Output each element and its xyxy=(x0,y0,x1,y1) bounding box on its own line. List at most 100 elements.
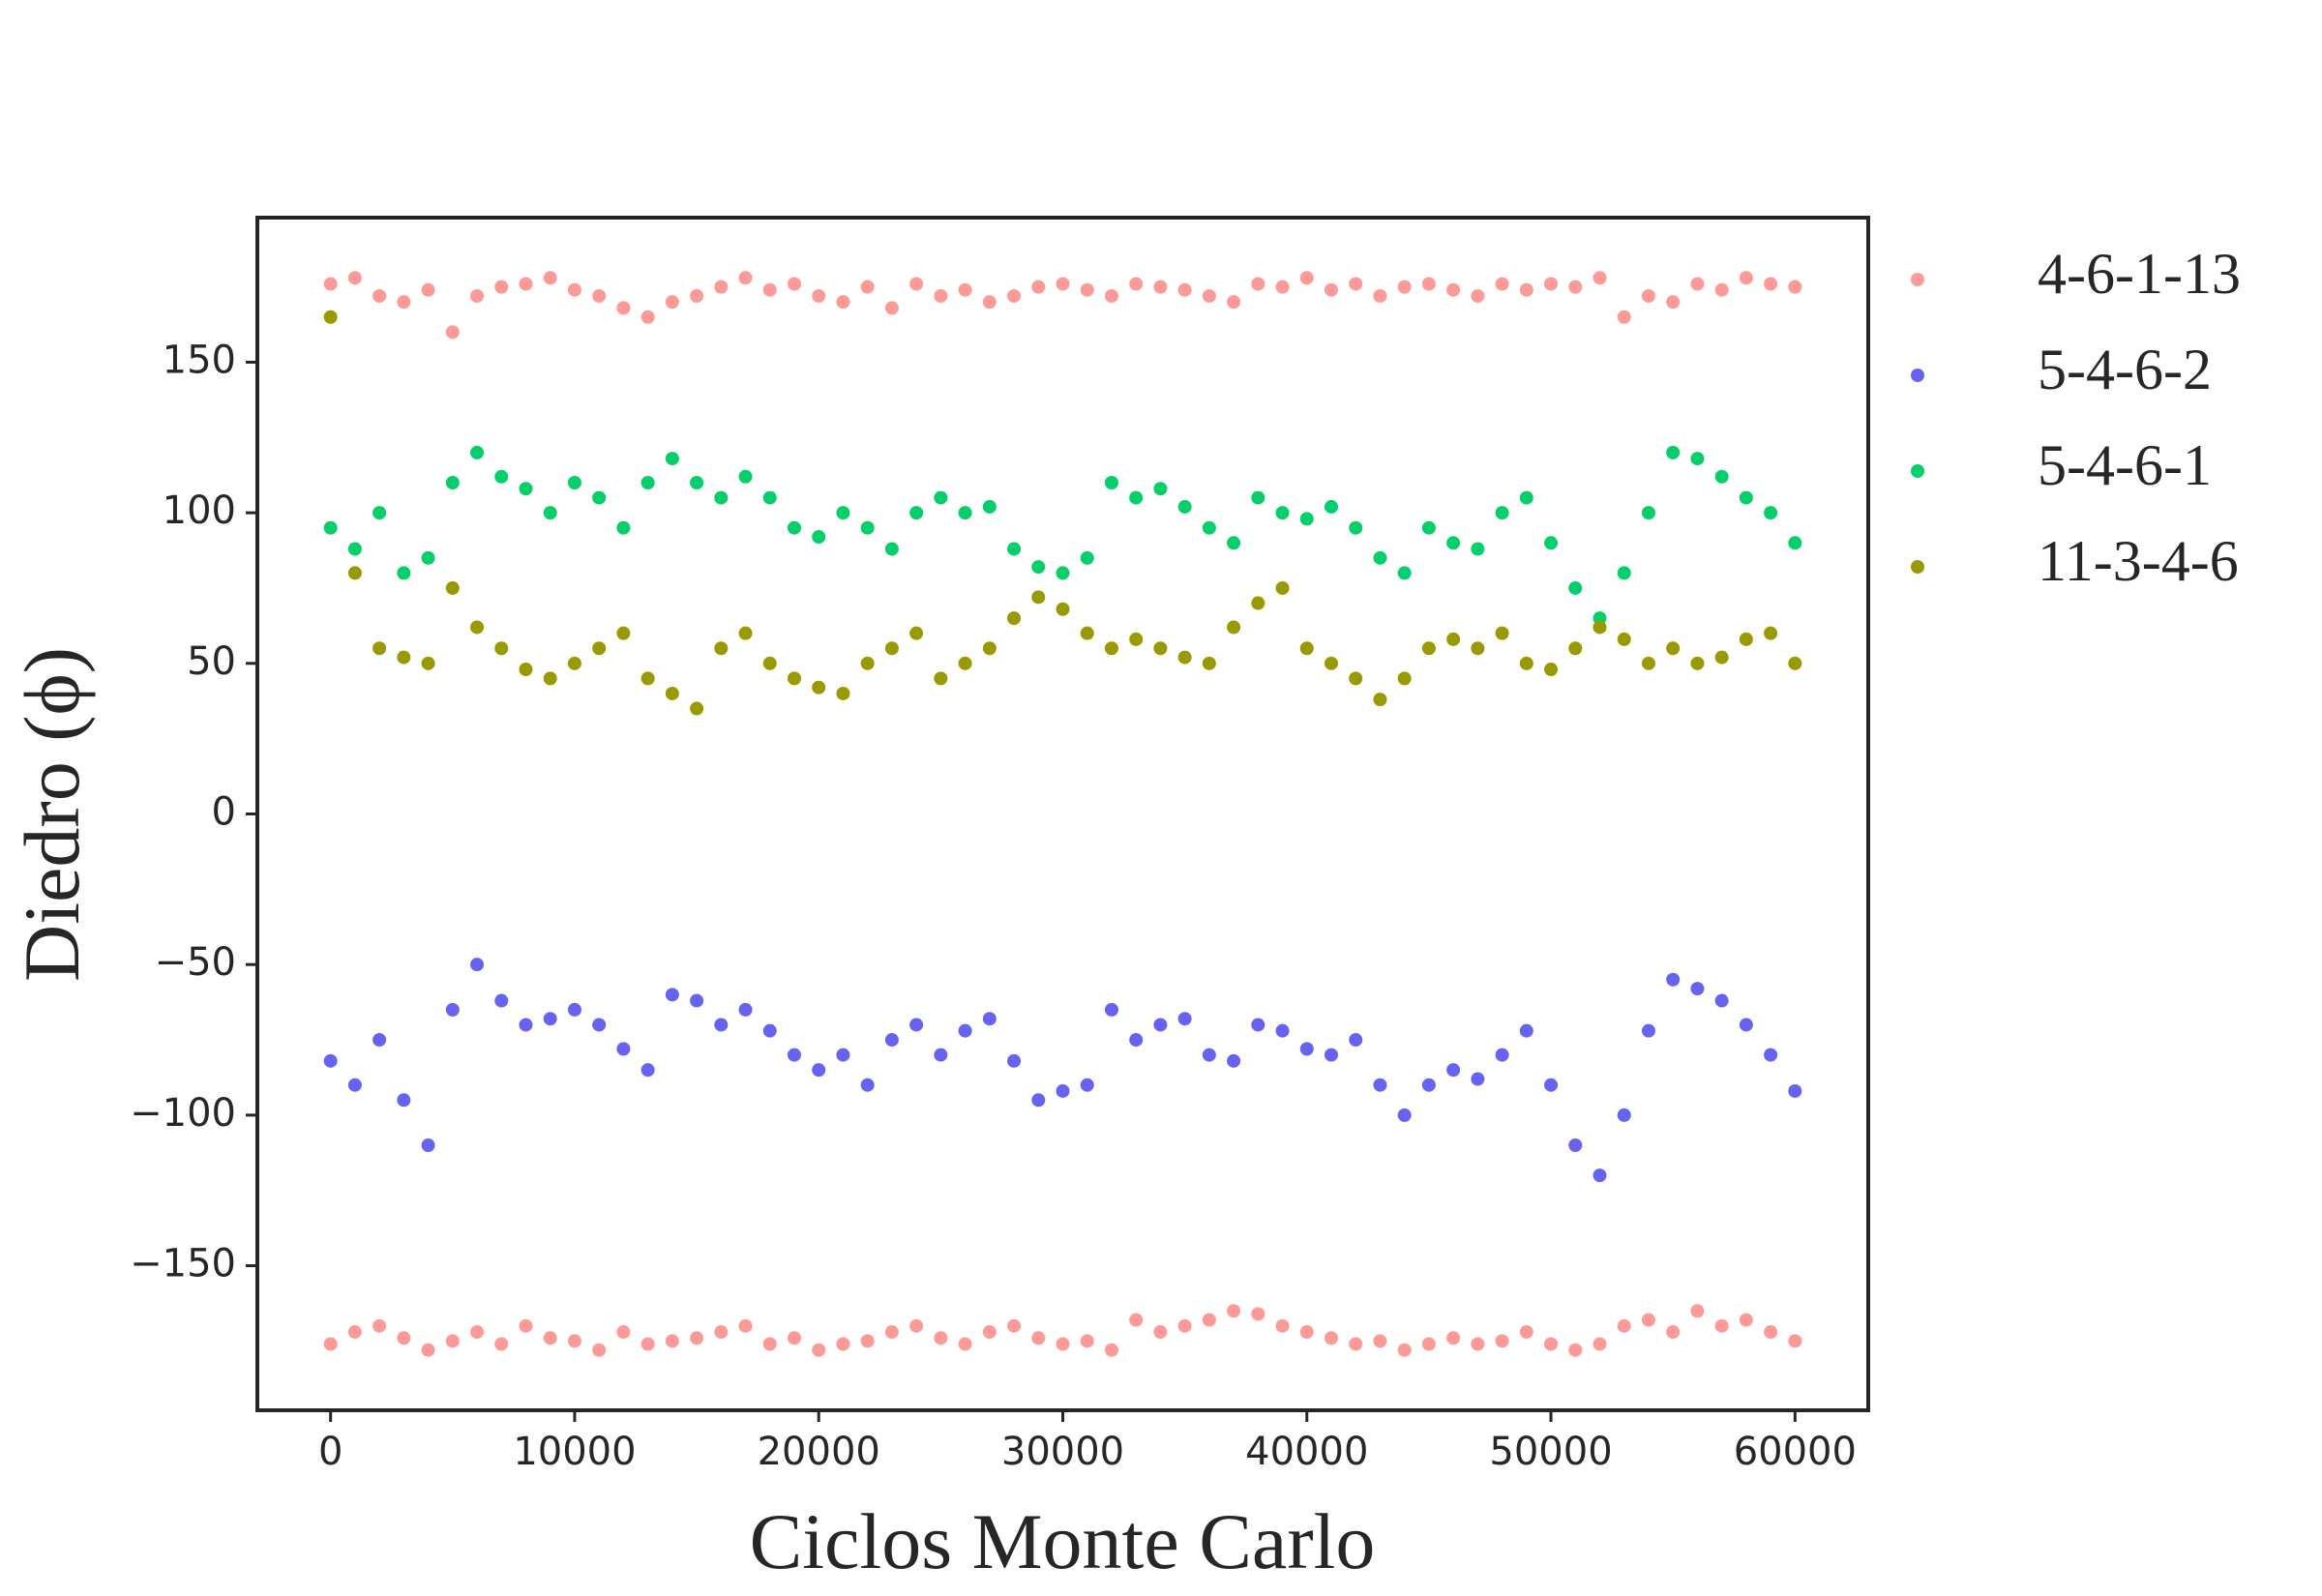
point xyxy=(958,282,972,297)
point xyxy=(738,626,753,640)
point xyxy=(1373,1078,1387,1092)
point xyxy=(519,1018,533,1032)
point xyxy=(543,671,557,686)
point xyxy=(714,641,729,656)
point xyxy=(1690,1304,1705,1318)
point xyxy=(860,280,875,294)
point xyxy=(494,993,509,1008)
point xyxy=(1202,288,1216,303)
point xyxy=(788,277,801,291)
point xyxy=(1568,580,1583,595)
point xyxy=(470,1325,485,1340)
point xyxy=(1129,632,1144,646)
point xyxy=(1227,1304,1241,1318)
point xyxy=(1568,1343,1583,1357)
point xyxy=(1227,620,1241,635)
point xyxy=(1031,1093,1046,1108)
point xyxy=(762,282,777,297)
point xyxy=(372,1318,387,1333)
point xyxy=(1690,277,1705,291)
x-tick-label: 0 xyxy=(318,1430,342,1474)
point xyxy=(1056,566,1070,580)
point xyxy=(836,686,850,700)
point xyxy=(1227,1053,1241,1068)
point xyxy=(567,476,581,489)
point xyxy=(494,1337,509,1351)
legend-label: 5-4-6-1 xyxy=(2038,433,2212,497)
point xyxy=(982,1325,997,1340)
point xyxy=(1325,1048,1338,1062)
point xyxy=(1275,1023,1290,1038)
point xyxy=(543,1331,557,1345)
legend-marker xyxy=(1911,464,1924,478)
y-tick-label: 100 xyxy=(163,488,236,533)
point xyxy=(762,490,777,505)
point xyxy=(1446,282,1461,297)
y-tick-label: −50 xyxy=(155,940,236,985)
point xyxy=(1421,277,1436,291)
point xyxy=(1007,288,1022,303)
point xyxy=(397,1331,411,1345)
point xyxy=(1007,1318,1022,1333)
point xyxy=(1104,641,1118,656)
y-tick-label: 0 xyxy=(212,790,236,835)
point xyxy=(445,1334,460,1348)
point xyxy=(1666,1325,1681,1340)
y-tick-label: 150 xyxy=(163,338,236,382)
point xyxy=(1153,1018,1168,1032)
point xyxy=(1788,280,1802,294)
point xyxy=(1690,656,1705,670)
point xyxy=(958,506,972,520)
point xyxy=(592,1343,607,1357)
point xyxy=(665,686,679,700)
point xyxy=(1373,550,1387,565)
point xyxy=(494,469,509,484)
point xyxy=(812,1063,826,1078)
point xyxy=(1104,1002,1118,1017)
point xyxy=(1325,282,1338,297)
plot-frame xyxy=(255,216,1870,1412)
point xyxy=(567,1334,581,1348)
point xyxy=(934,490,948,505)
point xyxy=(640,1337,655,1351)
point xyxy=(372,288,387,303)
point xyxy=(1299,1042,1314,1056)
point xyxy=(1373,1334,1387,1348)
point xyxy=(1690,452,1705,466)
point xyxy=(982,295,997,310)
point xyxy=(1764,277,1778,291)
point xyxy=(1056,602,1070,616)
point xyxy=(1593,1168,1607,1183)
point xyxy=(1177,282,1192,297)
point xyxy=(738,271,753,285)
point xyxy=(494,280,509,294)
point xyxy=(1299,271,1314,285)
point xyxy=(1641,506,1655,520)
point xyxy=(665,1334,679,1348)
point xyxy=(1349,277,1363,291)
point xyxy=(470,288,485,303)
y-axis-label: Diedro (ϕ) xyxy=(8,647,96,982)
point xyxy=(1129,490,1144,505)
point xyxy=(421,656,435,670)
point xyxy=(397,1093,411,1108)
point xyxy=(1373,288,1387,303)
point xyxy=(738,1318,753,1333)
point xyxy=(1617,310,1631,324)
point xyxy=(372,1033,387,1048)
point xyxy=(1325,656,1338,670)
point xyxy=(1202,656,1216,670)
point xyxy=(1593,620,1607,635)
point xyxy=(592,1018,607,1032)
point xyxy=(1031,590,1046,605)
point xyxy=(1568,1138,1583,1152)
point xyxy=(1764,626,1778,640)
point xyxy=(1495,277,1509,291)
point xyxy=(1153,280,1168,294)
point xyxy=(616,626,631,640)
x-tick-label: 40000 xyxy=(1245,1430,1368,1474)
point xyxy=(1519,1325,1533,1340)
point xyxy=(372,506,387,520)
point xyxy=(1617,566,1631,580)
